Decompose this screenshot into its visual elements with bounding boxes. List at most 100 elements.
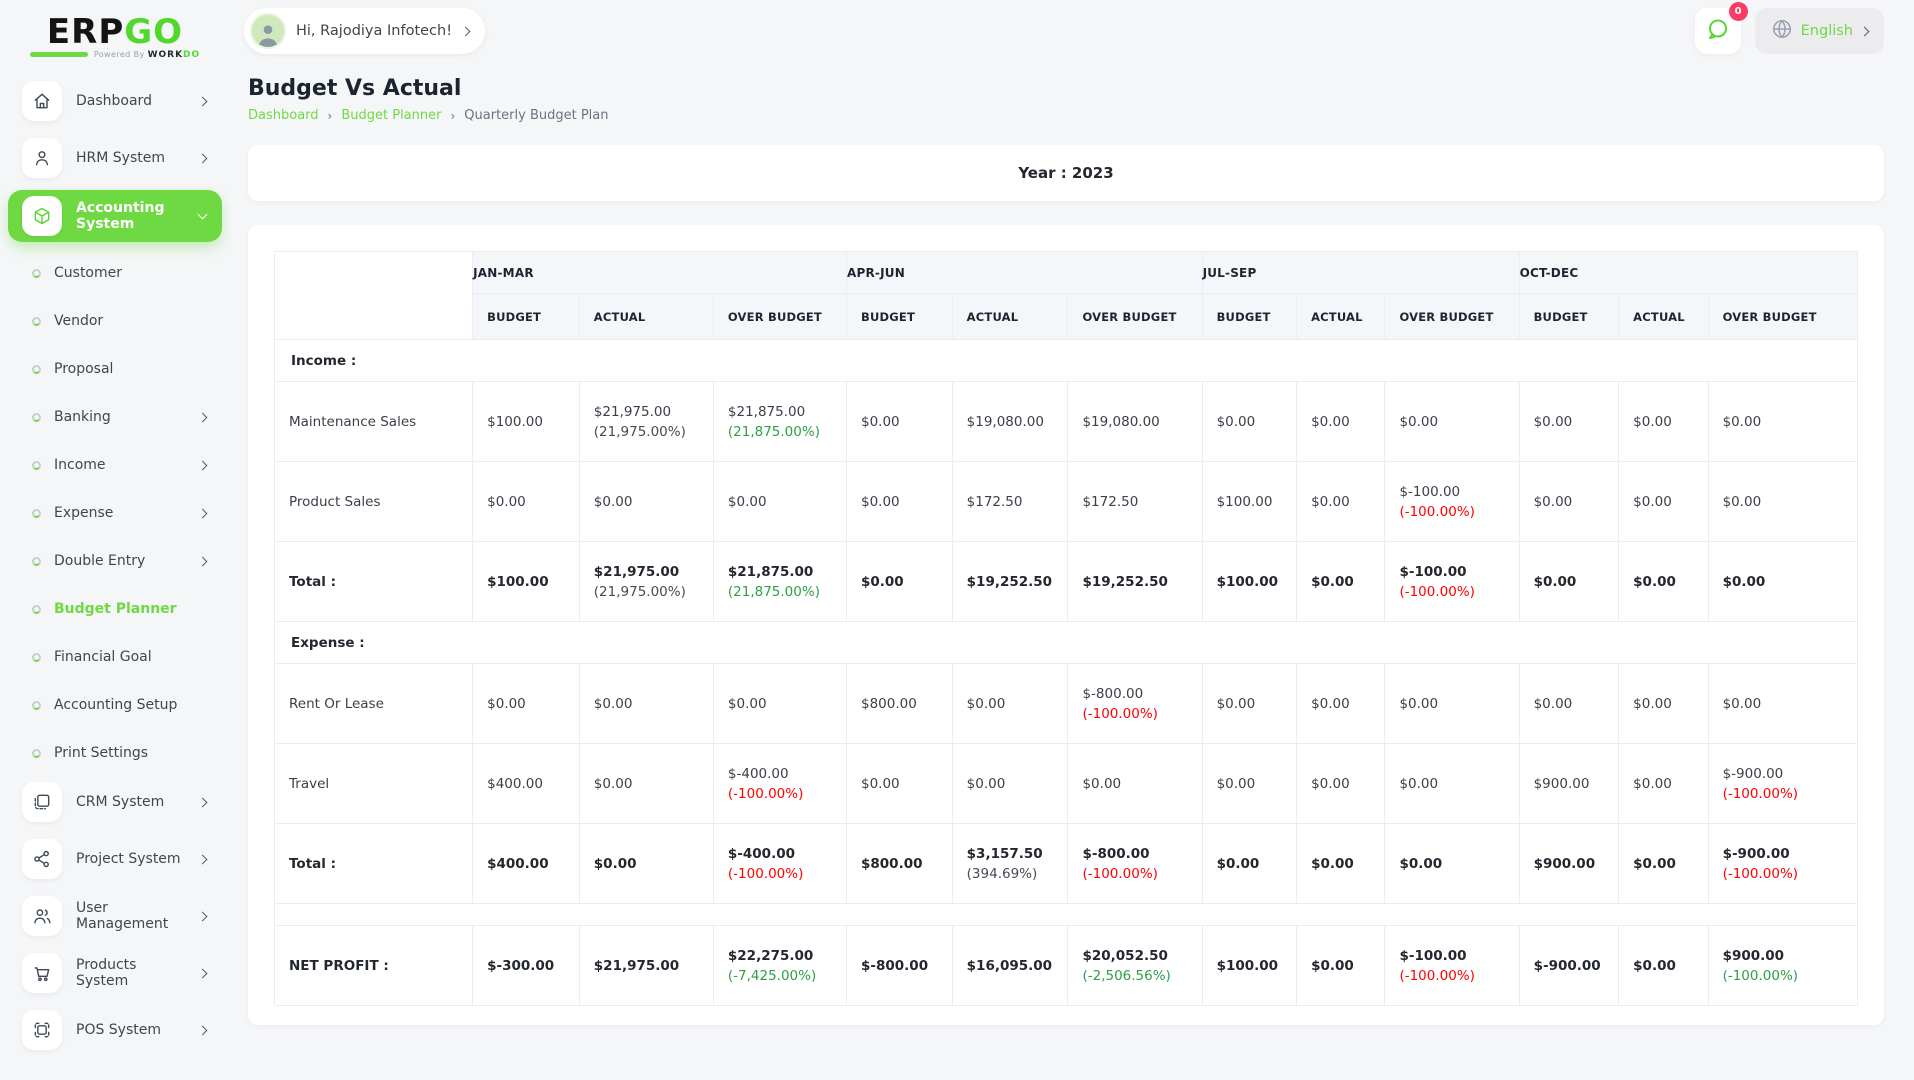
value-cell: $-900.00 (-100.00%): [1707, 823, 1859, 904]
sidebar-item-accounting-setup[interactable]: Accounting Setup: [8, 681, 222, 729]
value-cell: $-900.00 (-100.00%): [1707, 743, 1859, 824]
sidebar-item-label: HRM System: [76, 150, 165, 166]
quarter-header: APR-JUN: [846, 251, 1203, 294]
chevron-down-icon: [1859, 26, 1870, 36]
value-cell: $21,875.00 (21,875.00%): [712, 381, 848, 462]
sidebar-item-print-settings[interactable]: Print Settings: [8, 729, 222, 777]
sidebar-item-label: Income: [54, 457, 106, 473]
bullet-icon: [32, 508, 41, 518]
value-cell: $22,275.00 (-7,425.00%): [712, 925, 848, 1006]
chevron-down-icon: [197, 209, 208, 220]
breadcrumb-current: Quarterly Budget Plan: [464, 108, 609, 123]
quarter-header: JAN-MAR: [472, 251, 847, 294]
share-icon: [22, 839, 62, 879]
column-header: OVER BUDGET: [1384, 293, 1520, 340]
row-label: NET PROFIT :: [273, 925, 474, 1006]
value-cell: $0.00: [846, 381, 953, 462]
sidebar-item-crm-system[interactable]: CRM System: [8, 777, 222, 827]
sidebar-item-pos-system[interactable]: POS System: [8, 1005, 222, 1055]
logo-underline: [29, 52, 88, 57]
bullet-icon: [32, 364, 41, 374]
value-cell: $-800.00 (-100.00%): [1067, 663, 1203, 744]
value-cell: $0.00: [1067, 743, 1203, 824]
sidebar-item-label: Customer: [54, 265, 123, 281]
table-row: Maintenance Sales $100.00 $21,975.00 (21,97…: [273, 381, 1859, 462]
value-cell: $0.00: [1201, 823, 1298, 904]
value-cell: $0.00: [578, 823, 714, 904]
frame-icon: [22, 782, 62, 822]
language-selector[interactable]: English: [1754, 8, 1884, 54]
sidebar-item-banking[interactable]: Banking: [8, 393, 222, 441]
chevron-right-icon: [197, 460, 208, 470]
value-cell: $-900.00: [1518, 925, 1620, 1006]
value-cell: $0.00: [1618, 663, 1709, 744]
sidebar-item-double-entry[interactable]: Double Entry: [8, 537, 222, 585]
messages-button[interactable]: 0: [1694, 2, 1748, 54]
value-cell: $-400.00 (-100.00%): [712, 743, 848, 824]
user-menu[interactable]: Hi, Rajodiya Infotech!: [244, 8, 486, 54]
sidebar-item-proposal[interactable]: Proposal: [8, 345, 222, 393]
value-cell: $0.00: [712, 461, 848, 542]
value-cell: $0.00: [1201, 381, 1298, 462]
sidebar-item-project-system[interactable]: Project System: [8, 834, 222, 884]
sidebar-item-label: Project System: [76, 851, 181, 867]
chevron-right-icon: [197, 968, 208, 978]
column-header: ACTUAL: [951, 293, 1069, 340]
sidebar-item-income[interactable]: Income: [8, 441, 222, 489]
value-cell: $400.00: [472, 823, 580, 904]
row-label: Total :: [273, 823, 474, 904]
table-row: Total : $100.00 $21,975.00 (21,975.00%) $21,…: [273, 541, 1859, 622]
sidebar-item-label: Print Settings: [54, 745, 149, 761]
sidebar-item-customer[interactable]: Customer: [8, 249, 222, 297]
sidebar-item-hrm-system[interactable]: HRM System: [8, 133, 222, 183]
value-cell: $0.00: [1618, 461, 1709, 542]
value-cell: $0.00: [846, 461, 953, 542]
erpgo-logo[interactable]: ERPGO Powered By WORKDO: [0, 3, 230, 60]
sidebar-item-label: Vendor: [54, 313, 104, 329]
page-title: Budget Vs Actual: [248, 76, 462, 101]
sidebar-item-user-management[interactable]: User Management: [8, 891, 222, 941]
value-cell: $-100.00 (-100.00%): [1384, 541, 1520, 622]
value-cell: $0.00: [1296, 461, 1386, 542]
sidebar-item-vendor[interactable]: Vendor: [8, 297, 222, 345]
bullet-icon: [32, 268, 41, 278]
value-cell: $3,157.50 (394.69%): [951, 823, 1069, 904]
user-icon: [22, 138, 62, 178]
year-label: Year : 2023: [1018, 164, 1114, 182]
value-cell: $21,875.00 (21,875.00%): [712, 541, 848, 622]
powered-by-text: Powered By WORKDO: [93, 49, 201, 60]
value-cell: $0.00: [578, 461, 714, 542]
subheader-row: BUDGET ACTUAL OVER BUDGET BUDGET ACTUAL OVER …: [275, 293, 1859, 340]
sidebar-item-products-system[interactable]: Products System: [8, 948, 222, 998]
column-header: OVER BUDGET: [1707, 293, 1859, 340]
sidebar-item-dashboard[interactable]: Dashboard: [8, 76, 222, 126]
sidebar: Dashboard HRM System Accounting System Cust…: [0, 62, 230, 1080]
value-cell: $172.50: [1067, 461, 1203, 542]
breadcrumb-budget-planner[interactable]: Budget Planner: [341, 108, 442, 123]
language-label: English: [1800, 23, 1853, 39]
row-label: Total :: [273, 541, 474, 622]
row-label: Maintenance Sales: [273, 381, 474, 462]
sidebar-item-expense[interactable]: Expense: [8, 489, 222, 537]
bullet-icon: [32, 316, 41, 326]
home-icon: [22, 81, 62, 121]
cart-icon: [22, 953, 62, 993]
breadcrumb-dashboard[interactable]: Dashboard: [248, 108, 319, 123]
value-cell: $0.00: [578, 663, 714, 744]
column-header: OVER BUDGET: [1067, 293, 1203, 340]
value-cell: $-400.00 (-100.00%): [712, 823, 848, 904]
sidebar-item-label: Double Entry: [54, 553, 146, 569]
value-cell: $0.00: [1384, 743, 1520, 824]
sidebar-item-label: Accounting Setup: [54, 697, 178, 713]
breadcrumb-separator: ›: [450, 108, 456, 123]
value-cell: $0.00: [1618, 743, 1709, 824]
sidebar-item-budget-planner[interactable]: Budget Planner: [8, 585, 222, 633]
sidebar-item-accounting-system[interactable]: Accounting System: [8, 190, 222, 242]
value-cell: $172.50: [951, 461, 1069, 542]
chevron-right-icon: [197, 1025, 208, 1035]
value-cell: $400.00: [472, 743, 580, 824]
value-cell: $0.00: [951, 743, 1069, 824]
budget-vs-actual-table: JAN-MAR APR-JUN JUL-SEP OCT-DEC BUDGET ACTUAL…: [273, 251, 1859, 1006]
bullet-icon: [32, 748, 41, 758]
sidebar-item-financial-goal[interactable]: Financial Goal: [8, 633, 222, 681]
